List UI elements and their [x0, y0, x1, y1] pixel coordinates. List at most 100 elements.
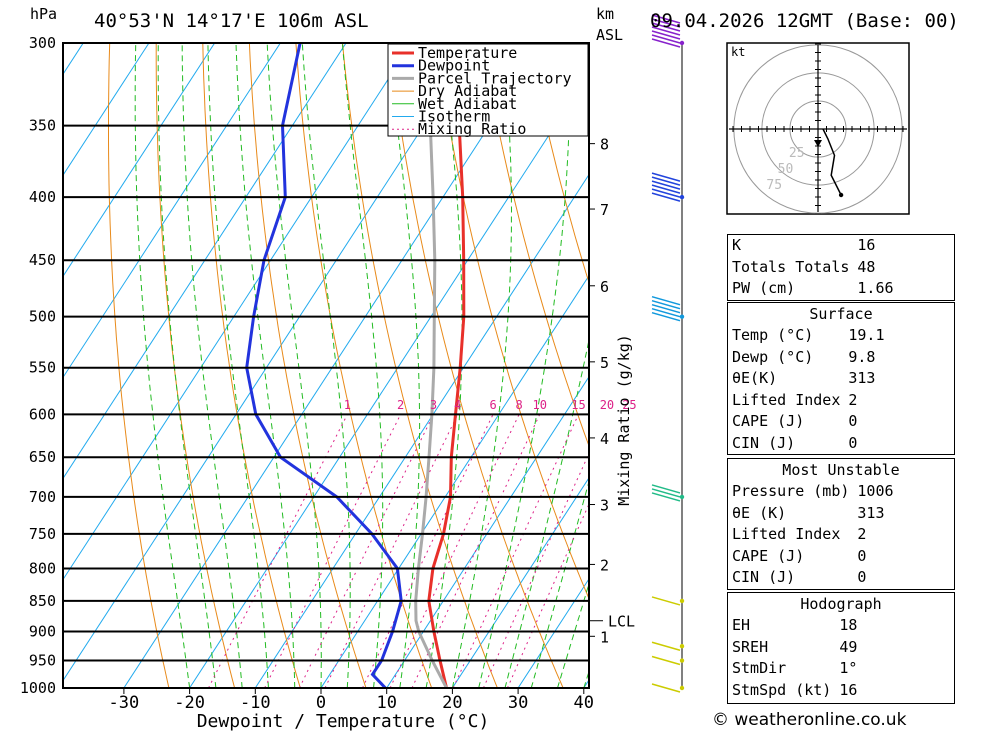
mixing-ratio-label: 4	[454, 398, 461, 412]
isotherm-line	[63, 43, 150, 177]
most-unstable-row: Pressure (mb) 1006	[728, 481, 954, 503]
wind-barb-dot	[679, 685, 685, 691]
most-unstable-row: CAPE (J) 0	[728, 546, 954, 568]
x-tick-label: 20	[442, 693, 462, 713]
wind-barb-flag	[651, 188, 681, 198]
hodograph-end	[838, 192, 844, 198]
hodograph-info-box: Hodograph EH 18 SREH 49 StmDir 1° StmSpd (kt) 1…	[727, 592, 955, 704]
axes	[62, 42, 603, 694]
wind-barb-flag	[651, 307, 681, 318]
surface-label: Lifted Index	[732, 390, 841, 409]
km-tick-label: 6	[600, 278, 609, 296]
plot-frame	[62, 42, 590, 689]
wind-barb-flag	[651, 299, 681, 310]
legend-entry: Isotherm	[418, 108, 490, 126]
mixing-ratio-label: 6	[489, 398, 496, 412]
km-tick-label: 3	[600, 497, 609, 515]
isotherm-line	[63, 43, 216, 278]
wind-barb-flag	[651, 184, 681, 194]
x-tick-label: 40	[574, 693, 594, 713]
wind-barb-flag	[651, 172, 681, 182]
wet-adiabat-line	[235, 43, 296, 688]
wind-barb-dot	[679, 494, 685, 500]
wind-barb-flag	[651, 641, 681, 651]
surface-value: 9.8	[848, 347, 876, 366]
mixing-ratio-label: 20	[600, 398, 614, 412]
x-tick-label: 30	[508, 693, 528, 713]
hodograph-unit: kt	[731, 45, 745, 59]
dry-adiabat-line	[341, 43, 498, 688]
x-tick-label: -20	[174, 693, 205, 713]
dry-adiabat-line	[108, 43, 170, 688]
most-unstable-label: Pressure (mb)	[732, 482, 850, 500]
legend-entry: Parcel Trajectory	[418, 69, 572, 87]
hodograph-param-label: SREH	[732, 637, 769, 656]
km-tick-label: 2	[600, 556, 609, 574]
hodograph-param-value: 1°	[839, 659, 858, 677]
wind-barb-flag	[651, 303, 681, 314]
surface-row: Temp (°C) 19.1	[728, 325, 954, 347]
wind-barb-flag	[651, 22, 681, 32]
mixing-ratio-label: 1	[344, 398, 351, 412]
wind-barb-dot	[679, 644, 685, 649]
surface-row: θE(K) 313	[728, 368, 954, 390]
asl-unit-label: ASL	[596, 26, 623, 44]
wind-barb-dot	[679, 40, 685, 46]
wind-barb-flag	[651, 38, 681, 48]
dry-adiabat-line	[155, 43, 236, 688]
pressure-tick-label: 700	[29, 488, 56, 506]
pressure-tick-label: 550	[29, 359, 56, 377]
most-unstable-value: 1006	[857, 482, 894, 500]
datetime-title: 09.04.2026 12GMT (Base: 00)	[650, 10, 959, 32]
indices-table: K 16 Totals Totals 48 PW (cm) 1.66	[727, 234, 955, 301]
pressure-tick-label: 300	[29, 34, 56, 52]
surface-value: 2	[848, 390, 858, 409]
wind-barb-dot	[679, 314, 685, 319]
series-dewpoint	[245, 43, 403, 688]
wind-barb-flag	[651, 492, 681, 502]
surface-row: Lifted Index 2	[728, 390, 954, 412]
mixing-ratio-label: 15	[571, 398, 585, 412]
surface-row: CIN (J) 0	[728, 433, 954, 455]
chart-labels: hPa 40°53'N 14°17'E 106m ASL 09.04.2026 12…	[20, 5, 959, 732]
pressure-tick-label: 1000	[20, 679, 56, 697]
pressure-tick-label: 500	[29, 308, 56, 326]
most-unstable-label: Lifted Index	[732, 525, 841, 543]
legend-entry: Temperature	[418, 44, 517, 62]
index-value: 1.66	[857, 279, 894, 297]
legend-entry: Mixing Ratio	[418, 120, 526, 138]
wind-barb-flag	[651, 596, 681, 606]
dry-adiabat-line	[481, 43, 589, 448]
surface-label: Temp (°C)	[732, 326, 814, 344]
most-unstable-box: Most Unstable Pressure (mb) 1006 θE (K) 313…	[727, 458, 955, 590]
hodograph-trace	[822, 128, 842, 196]
pressure-tick-label: 600	[29, 405, 56, 423]
copyright: © weatheronline.co.uk	[712, 710, 907, 730]
surface-box: Surface Temp (°C) 19.1 Dewp (°C) 9.8 θE(K) 31…	[727, 302, 955, 455]
wind-barb-flag	[651, 34, 681, 44]
isotherm-line	[63, 43, 347, 480]
wet-adiabat-line	[134, 43, 191, 688]
location-title: 40°53'N 14°17'E 106m ASL	[94, 10, 369, 32]
mixing-ratio-line	[411, 414, 541, 688]
km-unit-label: km	[596, 5, 614, 23]
wind-barb-flag	[651, 180, 681, 190]
wind-barbs	[651, 14, 685, 693]
most-unstable-value: 0	[857, 546, 867, 565]
pressure-tick-label: 350	[29, 117, 56, 135]
dry-adiabat-line	[295, 43, 433, 688]
pressure-tick-label: 850	[29, 592, 56, 610]
hodograph-param-row: StmDir 1°	[728, 658, 954, 680]
hodograph-ring-label: 50	[778, 162, 794, 177]
pressure-tick-label: 450	[29, 251, 56, 269]
mixing-ratio-axis-label: Mixing Ratio (g/kg)	[615, 334, 633, 506]
hodograph-param-row: EH 18	[728, 615, 954, 637]
dry-adiabat-line	[388, 43, 564, 688]
surface-label: CAPE (J)	[732, 412, 805, 430]
legend-box	[387, 43, 589, 137]
most-unstable-value: 2	[857, 525, 867, 543]
index-value: 48	[857, 257, 876, 276]
most-unstable-label: CAPE (J)	[732, 546, 805, 565]
surface-value: 19.1	[848, 326, 885, 344]
hpa-unit-label: hPa	[30, 5, 57, 23]
